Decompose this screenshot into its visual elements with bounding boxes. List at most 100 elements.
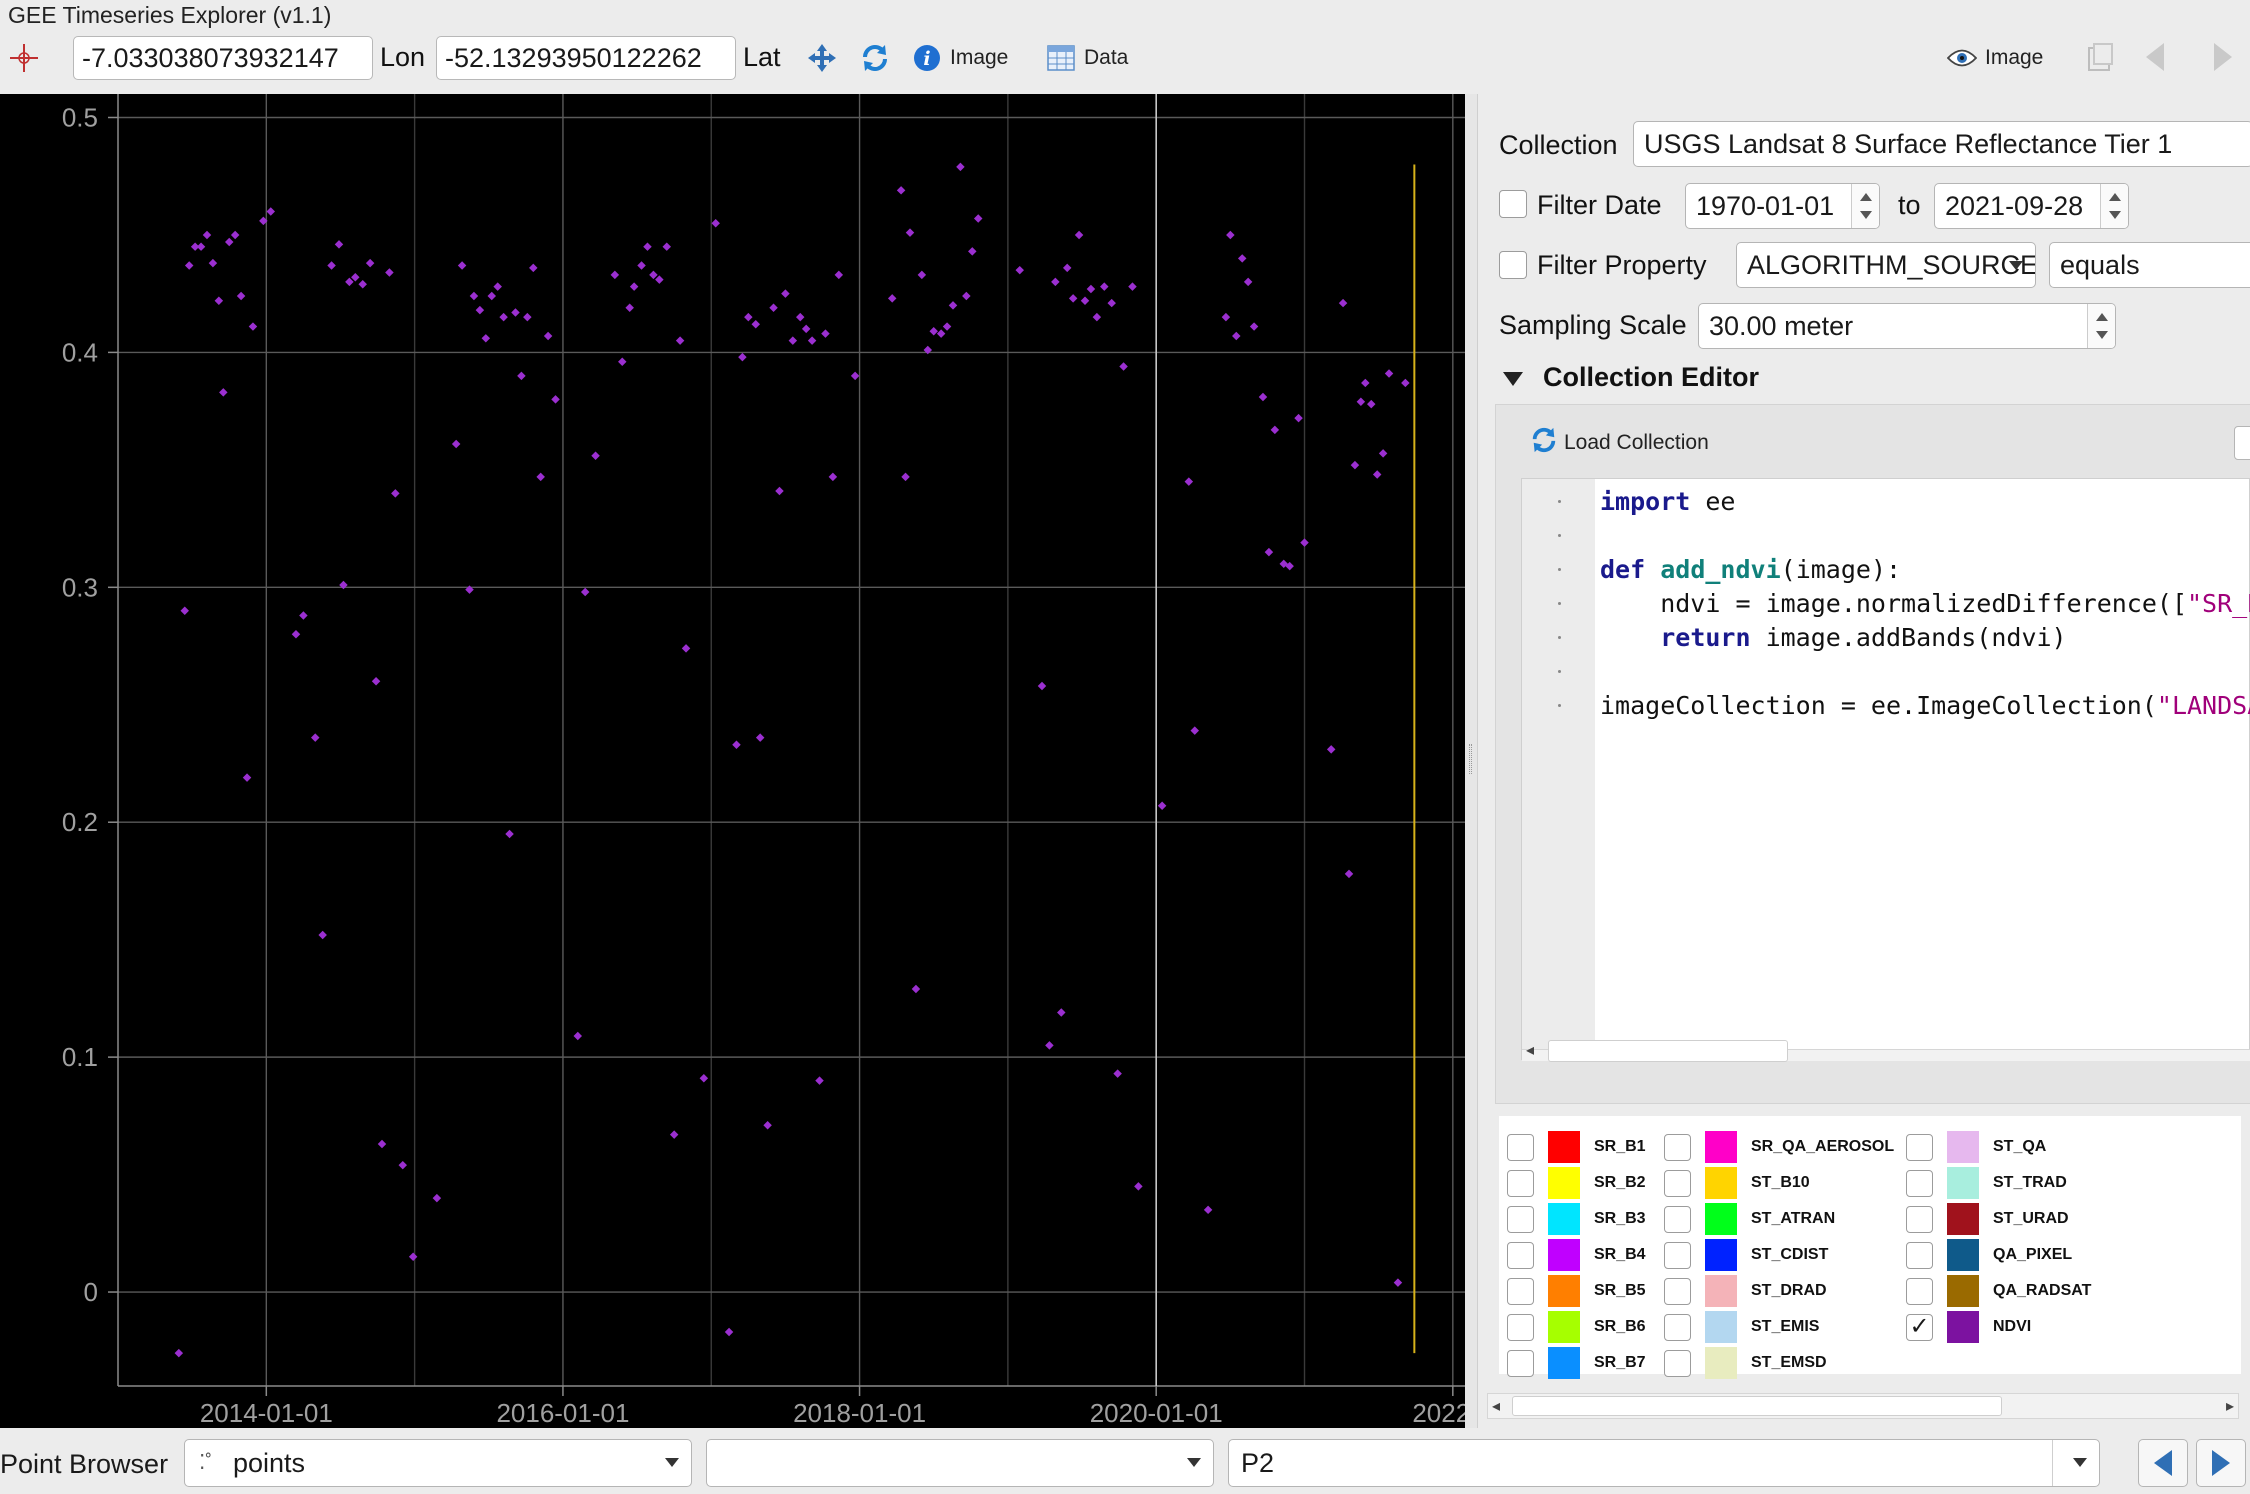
band-checkbox[interactable] (1507, 1133, 1534, 1161)
band-color-swatch[interactable] (1705, 1311, 1737, 1343)
band-qa-radsat[interactable]: QA_RADSAT (1906, 1275, 2091, 1307)
band-color-swatch[interactable] (1705, 1167, 1737, 1199)
band-checkbox[interactable] (1664, 1205, 1691, 1233)
pan-button[interactable] (807, 40, 837, 76)
band-checkbox[interactable] (1664, 1169, 1691, 1197)
refresh-button[interactable] (860, 40, 890, 76)
band-st-b10[interactable]: ST_B10 (1664, 1167, 1810, 1199)
date-to-input[interactable]: 2021-09-28 (1934, 183, 2129, 229)
longitude-input[interactable]: -7.033038073932147 (73, 36, 373, 80)
band-sr-b5[interactable]: SR_B5 (1507, 1275, 1646, 1307)
band-sr-b4[interactable]: SR_B4 (1507, 1239, 1646, 1271)
scroll-left-icon[interactable]: ◂ (1492, 1398, 1501, 1415)
band-checkbox[interactable] (1507, 1205, 1534, 1233)
band-checkbox[interactable] (1664, 1349, 1691, 1377)
band-color-swatch[interactable] (1947, 1239, 1979, 1271)
editor-horizontal-scrollbar[interactable]: ◂ (1522, 1040, 2250, 1062)
load-collection-button[interactable]: Load Collection (1530, 426, 1709, 460)
scroll-right-icon[interactable]: ▸ (2225, 1398, 2234, 1415)
next-point-button[interactable] (2196, 1439, 2246, 1487)
collection-editor-label[interactable]: Collection Editor (1543, 362, 1759, 392)
band-color-swatch[interactable] (1947, 1131, 1979, 1163)
date-from-input[interactable]: 1970-01-01 (1685, 183, 1880, 229)
band-color-swatch[interactable] (1705, 1275, 1737, 1307)
band-color-swatch[interactable] (1548, 1203, 1580, 1235)
band-color-swatch[interactable] (1705, 1347, 1737, 1379)
band-color-swatch[interactable] (1947, 1167, 1979, 1199)
band-checkbox[interactable] (1507, 1277, 1534, 1305)
editor-scroll-thumb[interactable] (1548, 1040, 1788, 1062)
band-st-drad[interactable]: ST_DRAD (1664, 1275, 1827, 1307)
band-checkbox[interactable] (1906, 1169, 1933, 1197)
band-ndvi[interactable]: ✓ NDVI (1906, 1311, 2031, 1343)
latitude-input[interactable]: -52.13293950122262 (436, 36, 736, 80)
show-image-button[interactable]: Image (1947, 40, 2043, 76)
band-st-cdist[interactable]: ST_CDIST (1664, 1239, 1828, 1271)
panel-splitter[interactable] (1465, 94, 1477, 1428)
band-sr-b6[interactable]: SR_B6 (1507, 1311, 1646, 1343)
point-layer-combobox[interactable]: ⁚˚ points (184, 1439, 692, 1487)
band-sr-b2[interactable]: SR_B2 (1507, 1167, 1646, 1199)
layer-button[interactable] (2087, 42, 2115, 72)
collection-combobox[interactable]: USGS Landsat 8 Surface Reflectance Tier … (1633, 121, 2250, 167)
band-sr-b7[interactable]: SR_B7 (1507, 1347, 1646, 1379)
previous-point-button[interactable] (2138, 1439, 2188, 1487)
band-st-qa[interactable]: ST_QA (1906, 1131, 2046, 1163)
editor-extra-button[interactable] (2234, 426, 2250, 460)
band-checkbox[interactable] (1507, 1169, 1534, 1197)
band-st-urad[interactable]: ST_URAD (1906, 1203, 2069, 1235)
date-from-spinner[interactable] (1851, 184, 1879, 228)
band-checkbox[interactable] (1507, 1349, 1534, 1377)
band-color-swatch[interactable] (1705, 1203, 1737, 1235)
image-info-button[interactable]: i Image (912, 40, 1008, 76)
legend-horizontal-scrollbar[interactable]: ◂ ▸ (1487, 1393, 2239, 1419)
band-checkbox[interactable] (1906, 1205, 1933, 1233)
band-st-atran[interactable]: ST_ATRAN (1664, 1203, 1835, 1235)
band-qa-pixel[interactable]: QA_PIXEL (1906, 1239, 2072, 1271)
collapse-triangle-icon[interactable] (1503, 372, 1523, 386)
band-checkbox[interactable] (1664, 1313, 1691, 1341)
point-field-combobox[interactable] (706, 1439, 1214, 1487)
band-checkbox[interactable] (1664, 1241, 1691, 1269)
band-st-emsd[interactable]: ST_EMSD (1664, 1347, 1827, 1379)
band-checkbox[interactable] (1906, 1277, 1933, 1305)
crosshair-icon[interactable] (8, 42, 40, 74)
data-button[interactable]: Data (1046, 40, 1128, 76)
band-color-swatch[interactable] (1947, 1311, 1979, 1343)
previous-image-button[interactable] (2140, 40, 2170, 74)
band-color-swatch[interactable] (1548, 1311, 1580, 1343)
scroll-left-icon[interactable]: ◂ (1526, 1042, 1535, 1059)
code-editor[interactable]: import ee def add_ndvi(image): ndvi = im… (1521, 478, 2250, 1062)
code-text[interactable]: import ee def add_ndvi(image): ndvi = im… (1600, 485, 2250, 723)
filter-property-checkbox[interactable] (1499, 251, 1527, 279)
band-checkbox[interactable] (1507, 1241, 1534, 1269)
band-checkbox[interactable] (1664, 1277, 1691, 1305)
filter-date-checkbox[interactable] (1499, 190, 1527, 218)
band-checkbox[interactable] (1906, 1133, 1933, 1161)
band-color-swatch[interactable] (1947, 1203, 1979, 1235)
band-color-swatch[interactable] (1548, 1347, 1580, 1379)
band-checkbox[interactable] (1906, 1241, 1933, 1269)
band-sr-qa-aerosol[interactable]: SR_QA_AEROSOL (1664, 1131, 1894, 1163)
band-st-emis[interactable]: ST_EMIS (1664, 1311, 1819, 1343)
band-color-swatch[interactable] (1548, 1239, 1580, 1271)
band-sr-b1[interactable]: SR_B1 (1507, 1131, 1646, 1163)
sampling-scale-input[interactable]: 30.00 meter (1698, 303, 2116, 349)
timeseries-plot[interactable]: 0 0.1 0.2 0.3 0.4 0.5 2014-01-01 2016-01-01 2018… (0, 94, 1465, 1428)
band-color-swatch[interactable] (1548, 1131, 1580, 1163)
band-checkbox[interactable]: ✓ (1906, 1313, 1933, 1341)
band-color-swatch[interactable] (1705, 1239, 1737, 1271)
operator-combobox[interactable]: equals (2049, 242, 2250, 288)
band-checkbox[interactable] (1664, 1133, 1691, 1161)
next-image-button[interactable] (2208, 40, 2238, 74)
band-color-swatch[interactable] (1548, 1275, 1580, 1307)
date-to-spinner[interactable] (2100, 184, 2128, 228)
band-sr-b3[interactable]: SR_B3 (1507, 1203, 1646, 1235)
band-color-swatch[interactable] (1548, 1167, 1580, 1199)
band-checkbox[interactable] (1507, 1313, 1534, 1341)
point-id-combobox[interactable]: P2 (1228, 1439, 2100, 1487)
legend-scroll-thumb[interactable] (1512, 1396, 2002, 1416)
band-color-swatch[interactable] (1705, 1131, 1737, 1163)
band-color-swatch[interactable] (1947, 1275, 1979, 1307)
sampling-scale-spinner[interactable] (2087, 304, 2115, 348)
